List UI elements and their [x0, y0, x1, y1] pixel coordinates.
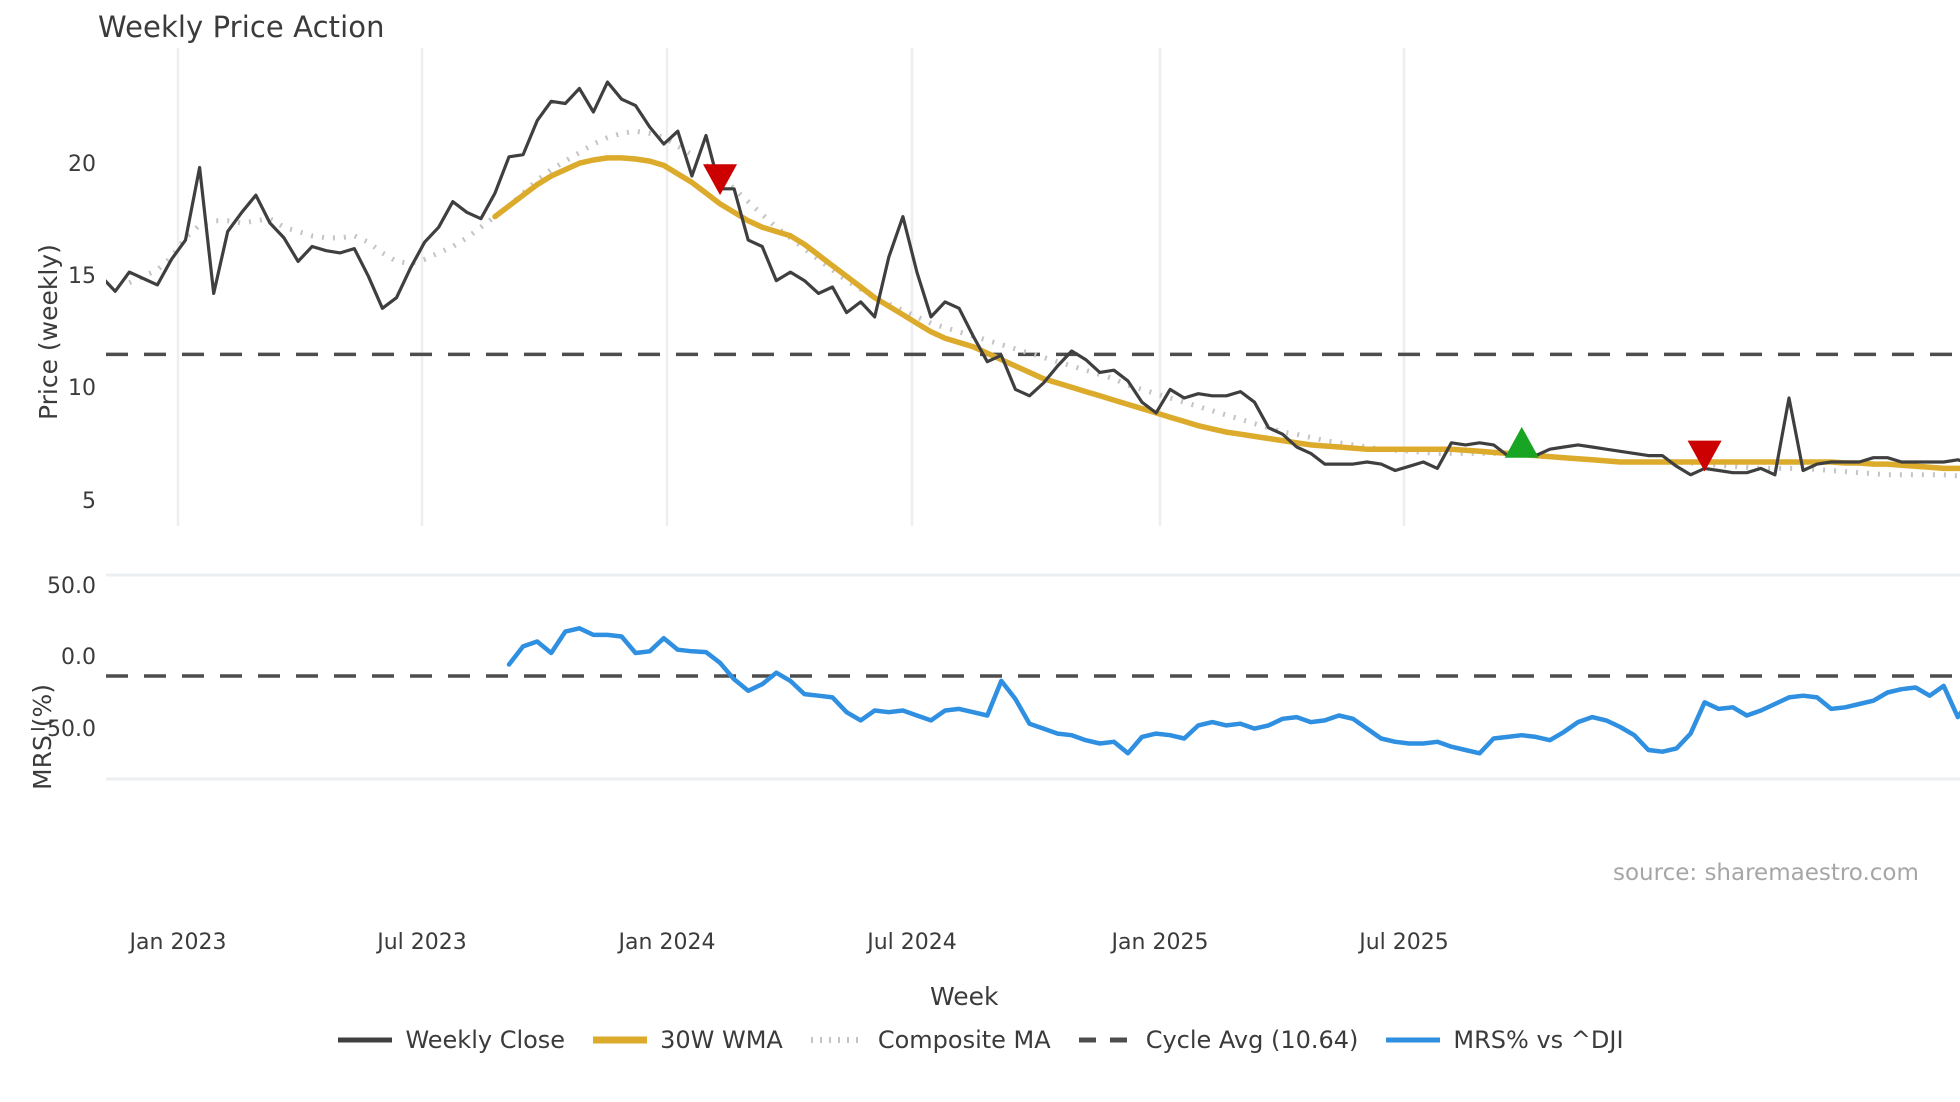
- chart-legend: Weekly Close 30W WMA Composite MA Cycle …: [0, 1026, 1960, 1054]
- legend-swatch-30w-wma: [591, 1030, 649, 1050]
- composite-ma-line: [128, 128, 1960, 479]
- xtick-jan-2025: Jan 2025: [1111, 930, 1209, 955]
- price-ytick-10: 10: [68, 376, 96, 401]
- legend-label-composite-ma: Composite MA: [877, 1026, 1051, 1054]
- legend-label-30w-wma: 30W WMA: [660, 1026, 783, 1054]
- price-ytick-15: 15: [68, 264, 96, 289]
- legend-item-cycle-avg[interactable]: Cycle Avg (10.64): [1077, 1026, 1359, 1054]
- wma-line: [492, 155, 1960, 472]
- xtick-jul-2023: Jul 2023: [377, 930, 467, 955]
- legend-item-30w-wma[interactable]: 30W WMA: [591, 1026, 783, 1054]
- legend-swatch-composite-ma: [809, 1030, 867, 1050]
- xtick-jan-2023: Jan 2023: [129, 930, 227, 955]
- mrs-ytick-neg50: −50.0: [28, 717, 96, 742]
- legend-swatch-mrs: [1384, 1030, 1442, 1050]
- price-plot-panel: [106, 48, 1960, 526]
- legend-label-mrs: MRS% vs ^DJI: [1453, 1026, 1624, 1054]
- legend-swatch-weekly-close: [336, 1030, 394, 1050]
- mrs-ytick-0: 0.0: [61, 645, 96, 670]
- price-ytick-5: 5: [82, 489, 96, 514]
- legend-label-weekly-close: Weekly Close: [405, 1026, 566, 1054]
- legend-item-composite-ma[interactable]: Composite MA: [809, 1026, 1051, 1054]
- legend-label-cycle-avg: Cycle Avg (10.64): [1145, 1026, 1359, 1054]
- mrs-line: [506, 626, 1960, 756]
- price-ytick-20: 20: [68, 152, 96, 177]
- legend-item-mrs[interactable]: MRS% vs ^DJI: [1384, 1026, 1624, 1054]
- source-watermark: source: sharemaestro.com: [1613, 860, 1919, 886]
- price-plot-svg: [106, 48, 1960, 526]
- xtick-jul-2025: Jul 2025: [1359, 930, 1449, 955]
- mrs-ytick-50: 50.0: [47, 574, 96, 599]
- week-axis-label: Week: [930, 982, 999, 1011]
- mrs-plot-svg: [106, 573, 1960, 781]
- xtick-jul-2024: Jul 2024: [867, 930, 957, 955]
- buy-marker-1: [1504, 426, 1539, 458]
- mrs-plot-panel: [106, 560, 1960, 935]
- page-title: Weekly Price Action: [98, 10, 385, 44]
- xtick-jan-2024: Jan 2024: [618, 930, 716, 955]
- weekly-close-line: [106, 80, 1960, 477]
- legend-swatch-cycle-avg: [1077, 1030, 1135, 1050]
- legend-item-weekly-close[interactable]: Weekly Close: [336, 1026, 565, 1054]
- sell-marker-2: [1687, 440, 1722, 472]
- sell-marker-0: [703, 164, 738, 196]
